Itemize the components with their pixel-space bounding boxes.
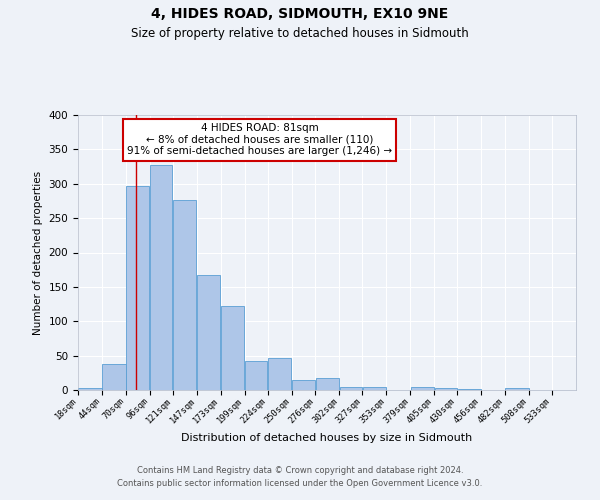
Bar bbox=[316, 378, 339, 390]
X-axis label: Distribution of detached houses by size in Sidmouth: Distribution of detached houses by size … bbox=[181, 433, 473, 443]
Bar bbox=[102, 364, 125, 390]
Bar bbox=[126, 186, 149, 390]
Text: Size of property relative to detached houses in Sidmouth: Size of property relative to detached ho… bbox=[131, 28, 469, 40]
Text: 4 HIDES ROAD: 81sqm
← 8% of detached houses are smaller (110)
91% of semi-detach: 4 HIDES ROAD: 81sqm ← 8% of detached hou… bbox=[127, 123, 392, 156]
Bar bbox=[150, 164, 172, 390]
Bar bbox=[245, 361, 267, 390]
Bar bbox=[340, 387, 362, 390]
Text: 4, HIDES ROAD, SIDMOUTH, EX10 9NE: 4, HIDES ROAD, SIDMOUTH, EX10 9NE bbox=[151, 8, 449, 22]
Bar bbox=[410, 386, 434, 390]
Bar bbox=[221, 306, 244, 390]
Bar bbox=[292, 380, 315, 390]
Text: Contains HM Land Registry data © Crown copyright and database right 2024.
Contai: Contains HM Land Registry data © Crown c… bbox=[118, 466, 482, 487]
Bar bbox=[363, 386, 386, 390]
Bar bbox=[434, 388, 457, 390]
Bar bbox=[173, 200, 196, 390]
Bar bbox=[197, 274, 220, 390]
Bar bbox=[505, 388, 529, 390]
Y-axis label: Number of detached properties: Number of detached properties bbox=[33, 170, 43, 334]
Bar bbox=[79, 388, 101, 390]
Bar bbox=[268, 358, 291, 390]
